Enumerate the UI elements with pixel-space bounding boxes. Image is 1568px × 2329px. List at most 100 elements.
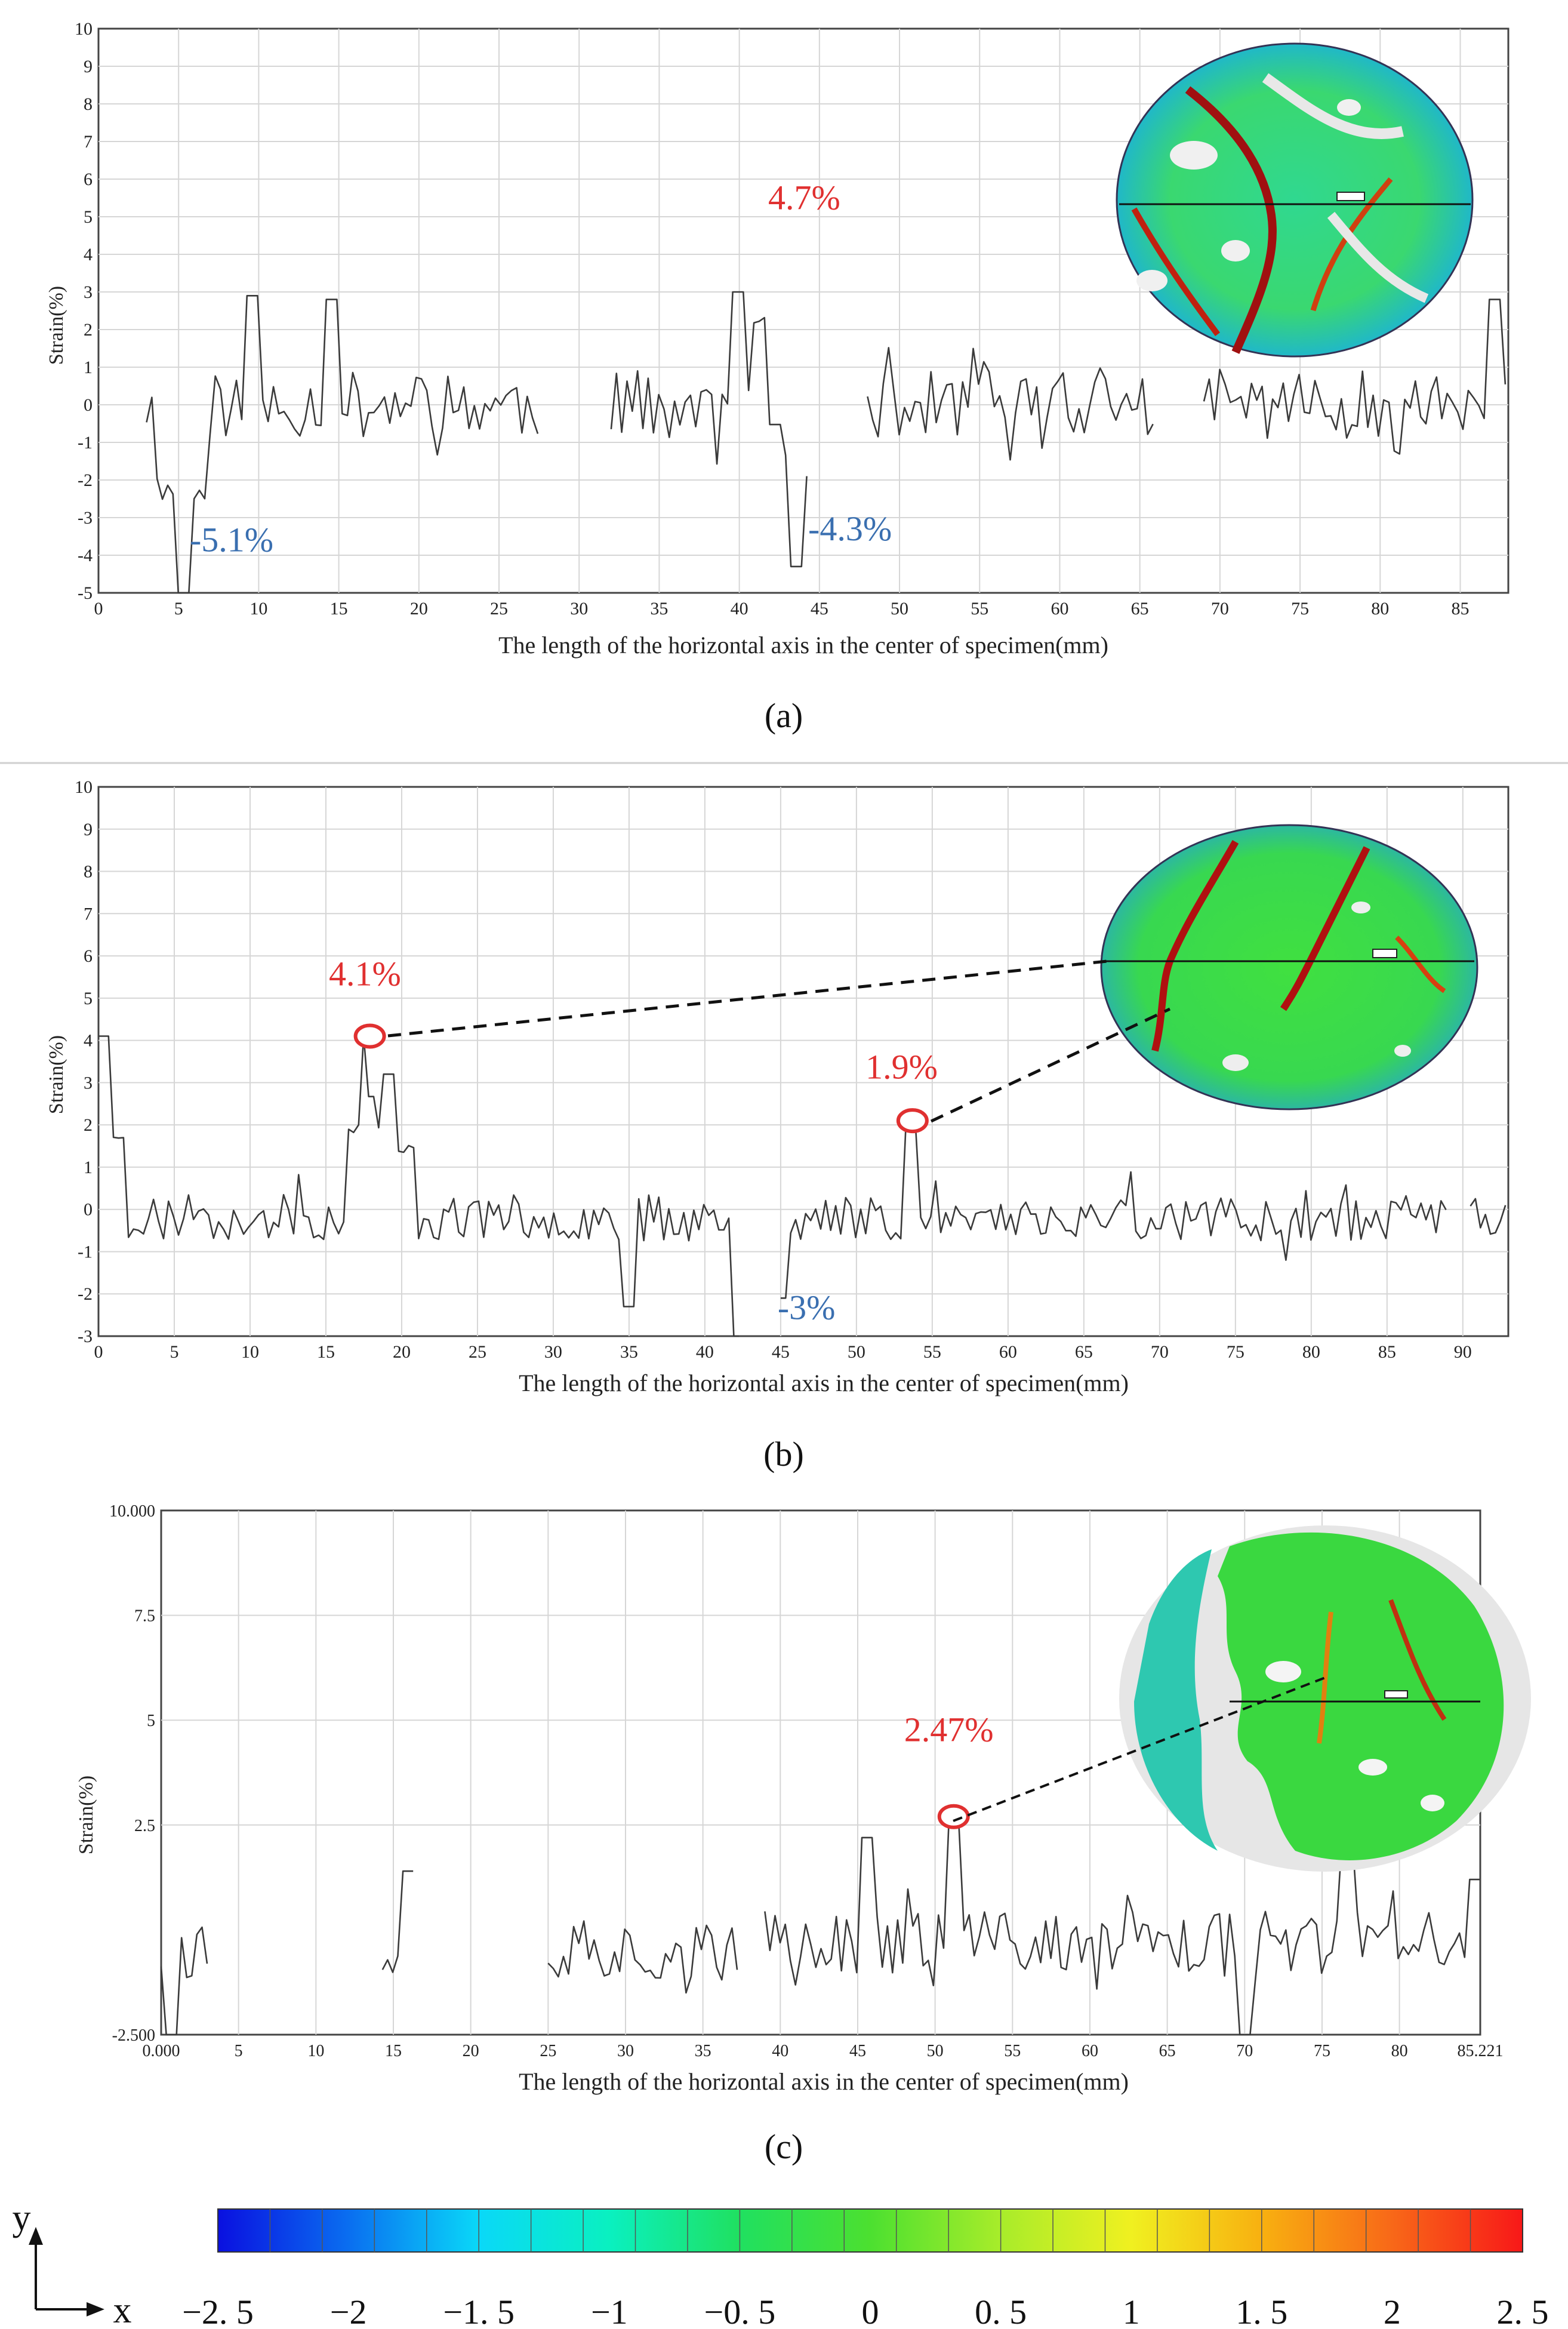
x-tick-label: 80 xyxy=(1391,2042,1408,2060)
colorbar-tick-label: −0. 5 xyxy=(704,2293,776,2329)
y-tick-label: 0 xyxy=(84,395,93,415)
y-tick-labels: -5 -4 -3 -2 -1 0 1 2 3 4 5 6 7 8 9 10 xyxy=(75,19,93,603)
x-axis-glyph-label: x xyxy=(113,2290,132,2329)
strain-series xyxy=(98,1035,1507,1337)
x-tick-label: 50 xyxy=(891,599,908,619)
void xyxy=(1221,240,1250,261)
y-arrow-head-icon xyxy=(29,2227,43,2245)
x-tick-label: 10 xyxy=(241,1342,259,1362)
y-tick-label: 9 xyxy=(84,820,93,839)
x-axis-label: The length of the horizontal axis in the… xyxy=(498,632,1108,659)
scale-mark xyxy=(1384,1690,1408,1699)
y-tick-label: 0 xyxy=(84,1200,93,1220)
x-tick-label: 5 xyxy=(170,1342,178,1362)
y-tick-label: 7 xyxy=(84,904,93,924)
x-axis-label: The length of the horizontal axis in the… xyxy=(519,2068,1129,2095)
x-arrow-head-icon xyxy=(87,2302,104,2316)
y-tick-label: 5 xyxy=(147,1712,155,1730)
y-tick-label: -2 xyxy=(78,470,93,490)
void xyxy=(1421,1795,1444,1811)
void xyxy=(1170,141,1218,170)
plot-frame xyxy=(97,27,1510,594)
x-tick-label: 25 xyxy=(469,1342,486,1362)
plot-frame xyxy=(97,786,1510,1337)
series-line xyxy=(1203,299,1507,455)
data-label: 4.1% xyxy=(329,955,401,993)
axes-glyph: y x xyxy=(13,2198,132,2329)
y-tick-label: 3 xyxy=(84,1073,93,1093)
colorbar-dividers xyxy=(269,2209,1471,2252)
x-tick-labels: 0 5 10 15 20 25 30 35 40 45 50 55 60 65 70 75 80 85 xyxy=(94,599,1470,619)
series-line xyxy=(547,1920,738,1994)
colorbar-tick-label: −1. 5 xyxy=(443,2293,515,2329)
void xyxy=(1394,1045,1411,1057)
y-tick-label: -1 xyxy=(78,433,93,453)
x-tick-label: 20 xyxy=(463,2042,479,2060)
y-axis-glyph-label: y xyxy=(13,2198,31,2238)
colorbar-fill xyxy=(217,2208,1523,2253)
x-tick-label: 85 xyxy=(1378,1342,1396,1362)
x-tick-label: 70 xyxy=(1236,2042,1253,2060)
colorbar-tick-label: −1 xyxy=(591,2293,628,2329)
x-tick-label: 0 xyxy=(94,599,103,619)
x-tick-label: 0.000 xyxy=(143,2042,180,2060)
x-tick-label: 40 xyxy=(731,599,748,619)
leader-line xyxy=(387,959,1108,1038)
x-tick-label: 45 xyxy=(811,599,828,619)
y-axis-label: Strain(%) xyxy=(45,286,67,365)
y-tick-label: 1 xyxy=(84,1158,93,1177)
strain-field xyxy=(1134,1549,1218,1851)
colorbar-tick-label: 0 xyxy=(862,2293,879,2329)
annotations: 2.47% xyxy=(904,1710,994,1829)
crack-band xyxy=(1395,936,1446,993)
crack-band xyxy=(1317,1611,1333,1744)
specimen-image xyxy=(1100,824,1478,1110)
x-tick-label: 0 xyxy=(94,1342,103,1362)
y-axis-label: Strain(%) xyxy=(75,1776,97,1854)
y-tick-label: 6 xyxy=(84,946,93,966)
panel-label-b: (b) xyxy=(763,1435,804,1473)
data-label: -5.1% xyxy=(190,521,273,559)
x-tick-label: 70 xyxy=(1151,1342,1169,1362)
panel-label-a: (a) xyxy=(765,696,803,735)
data-label: 1.9% xyxy=(865,1047,938,1086)
peak-marker xyxy=(937,1804,970,1829)
series-line xyxy=(780,1128,1447,1299)
colorbar-tick-label: −2 xyxy=(330,2293,367,2329)
colorbar-tick-label: 2 xyxy=(1384,2293,1401,2329)
y-tick-label: 5 xyxy=(84,207,93,227)
y-tick-label: -5 xyxy=(78,583,93,603)
y-tick-label: -3 xyxy=(78,1327,93,1346)
y-tick-label: 2 xyxy=(84,1115,93,1135)
y-tick-label: 10 xyxy=(75,19,93,39)
x-tick-label: 85 xyxy=(1451,599,1469,619)
x-tick-label: 35 xyxy=(695,2042,711,2060)
x-tick-label: 15 xyxy=(330,599,348,619)
data-label: 2.47% xyxy=(904,1710,994,1749)
specimen-image xyxy=(1119,1525,1531,1872)
x-tick-label: 75 xyxy=(1291,599,1309,619)
scale-mark xyxy=(1372,949,1397,958)
series-line xyxy=(867,347,1154,461)
x-tick-label: 5 xyxy=(235,2042,243,2060)
y-tick-label: 8 xyxy=(84,862,93,882)
x-tick-label: 65 xyxy=(1075,1342,1093,1362)
y-tick-label: 6 xyxy=(84,170,93,189)
x-tick-label: 50 xyxy=(848,1342,865,1362)
x-tick-label: 55 xyxy=(971,599,988,619)
x-tick-labels: 0.000 5 10 15 20 25 30 35 40 45 50 55 60 65 70 75 80 85.2… xyxy=(143,2042,1504,2060)
strain-series xyxy=(146,291,1507,594)
specimen-disc xyxy=(1116,42,1474,358)
peak-marker xyxy=(896,1108,929,1134)
y-tick-label: 3 xyxy=(84,282,93,302)
strain-series xyxy=(160,1825,1480,2036)
specimen-disc xyxy=(1100,824,1478,1110)
crack-band xyxy=(1280,846,1370,1011)
x-tick-label: 85.221 xyxy=(1458,2042,1504,2060)
colorbar-tick-label: 1. 5 xyxy=(1236,2293,1287,2329)
data-label: 4.7% xyxy=(768,178,840,217)
x-tick-label: 80 xyxy=(1371,599,1389,619)
colorbar-tick-label: 0. 5 xyxy=(975,2293,1027,2329)
x-tick-label: 10 xyxy=(307,2042,324,2060)
